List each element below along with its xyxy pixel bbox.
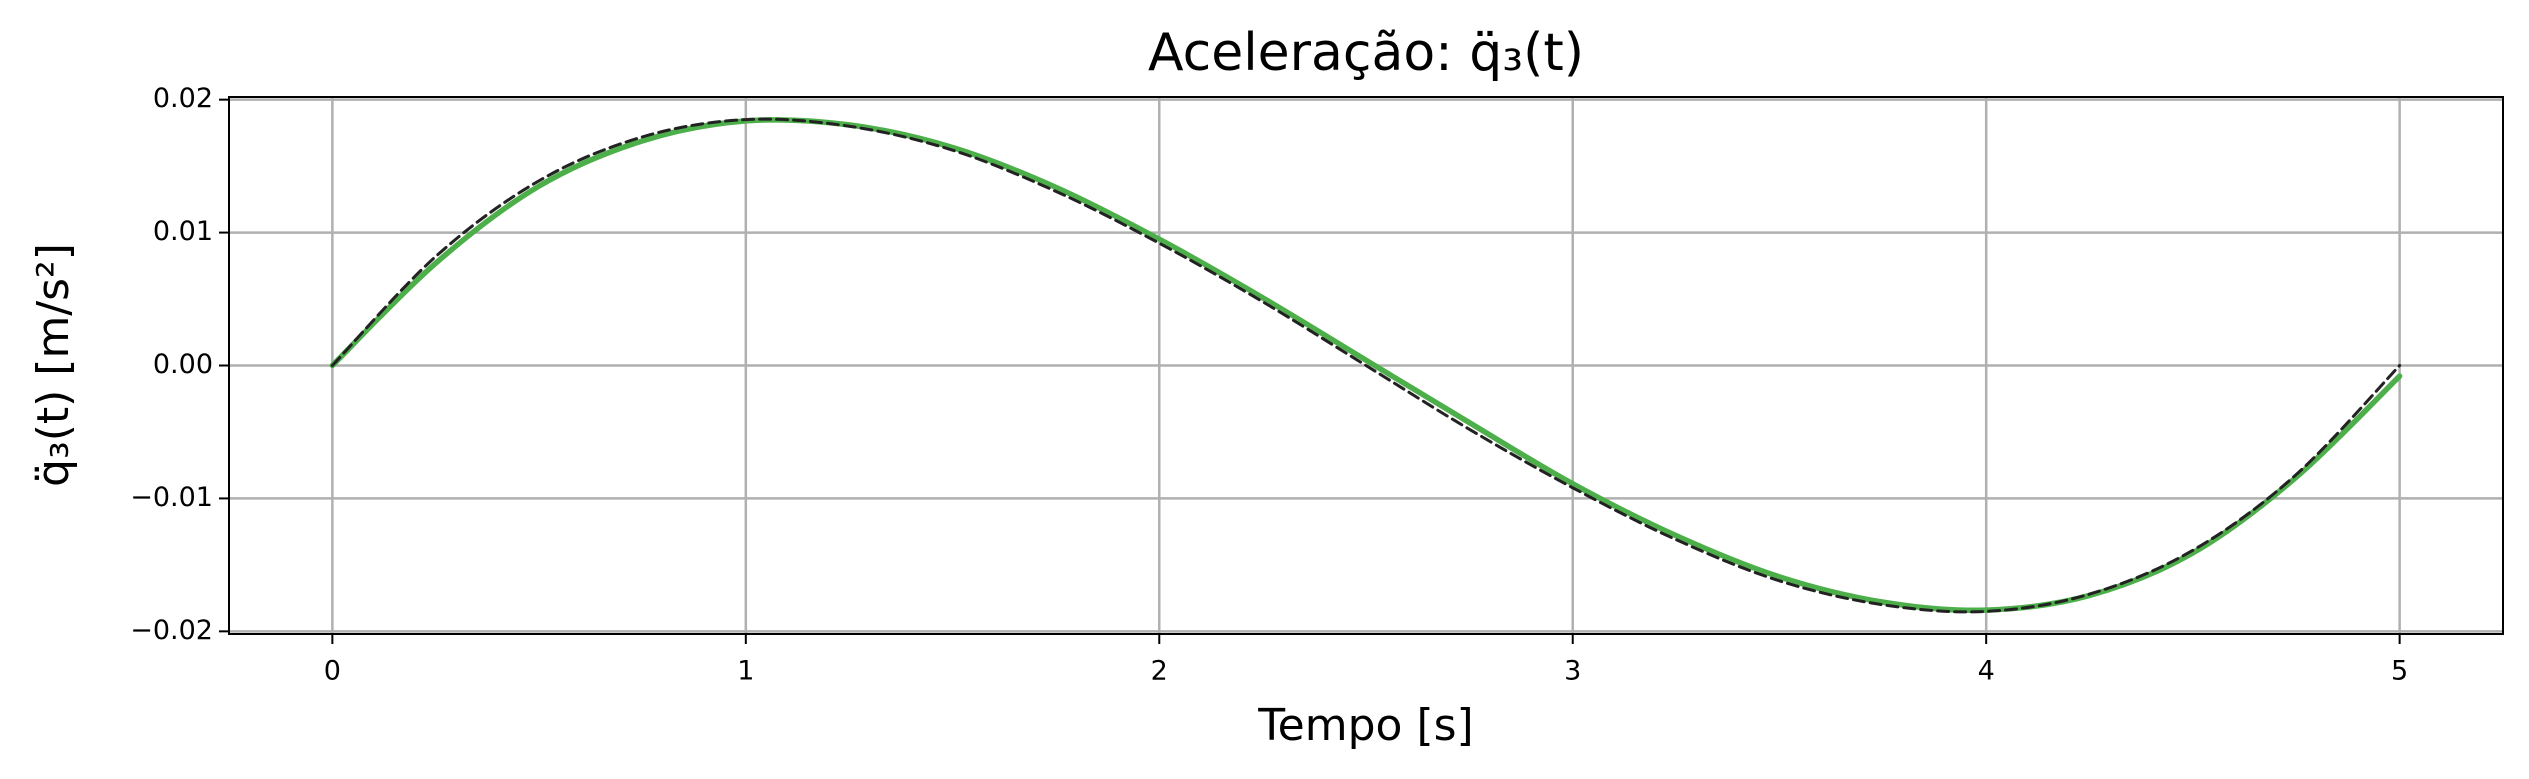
x-axis-label: Tempo [s] xyxy=(1257,700,1473,751)
line-series xyxy=(330,117,2402,614)
x-tick-label: 1 xyxy=(737,656,754,687)
y-tick-label: 0.00 xyxy=(153,349,213,380)
y-tick-label: 0.01 xyxy=(153,216,213,247)
y-tick-label: 0.02 xyxy=(153,83,213,114)
x-tick-label: 4 xyxy=(1978,656,1995,687)
y-tick-label: −0.01 xyxy=(130,482,213,513)
y-tick-label: −0.02 xyxy=(130,615,213,646)
plot-frame xyxy=(228,96,2504,635)
x-tick-label: 5 xyxy=(2391,656,2408,687)
x-tick-label: 2 xyxy=(1151,656,1168,687)
chart-title: Aceleração: q̈₃(t) xyxy=(1148,23,1584,83)
x-tick-label: 0 xyxy=(324,656,341,687)
y-axis-label: q̈₃(t) [m/s²] xyxy=(28,243,79,487)
x-tick-label: 3 xyxy=(1564,656,1581,687)
